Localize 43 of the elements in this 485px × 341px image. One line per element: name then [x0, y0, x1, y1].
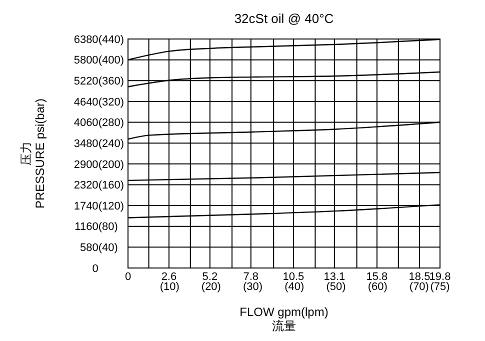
- y-tick-label: 0: [92, 262, 98, 275]
- chart-title: 32cSt oil @ 40°C: [234, 11, 334, 26]
- x2-tick-label: (50): [326, 281, 346, 293]
- y2-tick-label: (160): [98, 180, 124, 192]
- y2-tick-label: (440): [98, 34, 124, 46]
- y2-tick-label: (80): [98, 221, 118, 234]
- y-tick-label: 5800: [74, 54, 98, 67]
- x-tick-label: 7.8: [243, 271, 259, 283]
- x-tick-label: 5.2: [202, 271, 218, 283]
- x2-tick-label: (40): [284, 281, 304, 293]
- y2-tick-label: (400): [98, 54, 124, 67]
- x2-tick-label: (20): [201, 281, 221, 293]
- y-tick-label: 580: [80, 242, 98, 254]
- x2-tick-label: (30): [243, 281, 263, 293]
- y2-tick-label: (320): [98, 96, 124, 108]
- y-tick-label: 6380: [74, 34, 98, 46]
- y2-tick-label: (120): [98, 200, 124, 212]
- y-tick-label: 4060: [74, 117, 98, 130]
- y-tick-label: 4640: [74, 96, 98, 108]
- y2-tick-label: (360): [98, 75, 124, 88]
- y2-tick-label: (200): [98, 158, 124, 171]
- x2-tick-label: (10): [160, 281, 180, 293]
- y-tick-label: 1160: [74, 221, 98, 234]
- x2-tick-label: (60): [368, 281, 388, 293]
- y-tick-label: 5220: [74, 75, 98, 88]
- y-axis-title: 压力 PRESSURE psi(bar): [19, 98, 47, 209]
- y-tick-label: 3480: [74, 138, 98, 150]
- x-tick-label: 18.5: [408, 271, 430, 283]
- x-tick-label: 15.8: [366, 271, 388, 283]
- x2-tick-label: (70): [409, 281, 429, 293]
- x-axis-title: FLOW gpm(lpm) 流量: [240, 305, 328, 333]
- x-tick-label: 19.8: [429, 271, 451, 283]
- x-tick-label: 13.1: [324, 271, 346, 283]
- y2-tick-label: (280): [98, 117, 124, 130]
- x-tick-label: 0: [124, 271, 132, 283]
- x2-tick-label: (75): [430, 281, 450, 293]
- y-tick-label: 1740: [74, 200, 98, 212]
- x-tick-label: 2.6: [161, 271, 177, 283]
- x-tick-label: 10.5: [282, 271, 304, 283]
- y2-tick-label: (240): [98, 138, 124, 150]
- y-tick-label: 2900: [74, 158, 98, 171]
- y2-tick-label: (40): [98, 242, 118, 254]
- y-tick-label: 2320: [74, 180, 98, 192]
